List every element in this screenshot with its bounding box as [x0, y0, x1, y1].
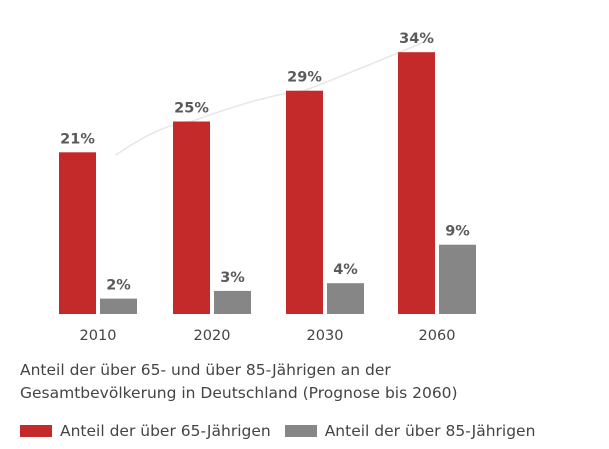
caption-line-2: Gesamtbevölkerung in Deutschland (Progno… — [20, 384, 458, 402]
data-label-85-2030: 4% — [333, 262, 358, 278]
bar-85-2020 — [214, 290, 251, 314]
data-label-85-2020: 3% — [220, 270, 245, 286]
bar-65-2020 — [173, 121, 210, 314]
x-tick-label-2020: 2020 — [194, 328, 231, 344]
bar-65-2030 — [286, 90, 323, 314]
caption-line-1: Anteil der über 65- und über 85-Jährigen… — [20, 361, 391, 379]
bar-85-2010 — [100, 298, 137, 314]
x-tick-label-2060: 2060 — [419, 328, 456, 344]
legend-label-85: Anteil der über 85-Jährigen — [324, 422, 536, 440]
data-label-85-2060: 9% — [445, 224, 470, 240]
bar-chart: 21% 25% 29% 34% 2% 3% 4% 9% 2010 2020 2030 2060 — [59, 31, 476, 344]
bar-65-2010 — [59, 152, 96, 314]
bar-65-2060 — [398, 52, 435, 314]
legend-item-65: Anteil der über 65-Jährigen — [20, 422, 271, 440]
data-label-65-2020: 25% — [174, 101, 209, 117]
bar-85-2030 — [327, 283, 364, 314]
legend-swatch-65 — [20, 425, 52, 437]
chart-legend: Anteil der über 65-Jährigen Anteil der ü… — [20, 419, 535, 443]
bar-85-2060 — [439, 244, 476, 314]
legend-label-65: Anteil der über 65-Jährigen — [60, 422, 271, 440]
trend-line — [115, 39, 429, 156]
data-label-65-2030: 29% — [287, 70, 322, 86]
legend-swatch-85 — [284, 425, 317, 437]
chart-caption: Anteil der über 65- und über 85-Jährigen… — [20, 359, 580, 405]
data-label-65-2060: 34% — [399, 31, 434, 47]
x-tick-label-2030: 2030 — [307, 328, 344, 344]
data-label-65-2010: 21% — [60, 131, 95, 147]
data-label-85-2010: 2% — [106, 278, 131, 294]
legend-item-85: Anteil der über 85-Jährigen — [284, 422, 536, 440]
x-tick-label-2010: 2010 — [80, 328, 117, 344]
